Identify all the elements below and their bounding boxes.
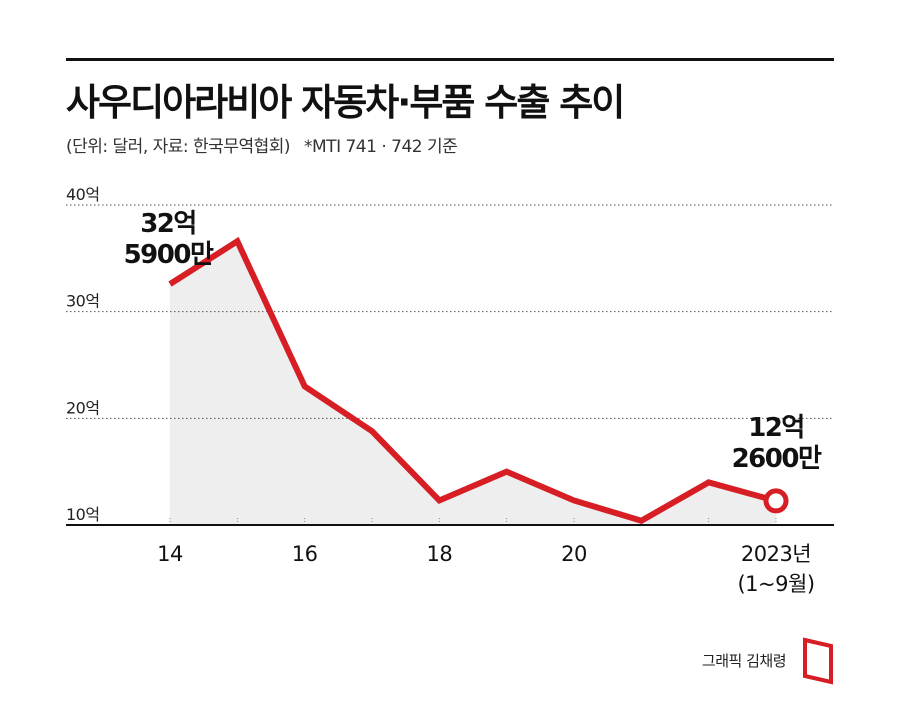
data-label: 5900만 bbox=[124, 240, 214, 270]
x-tick-label: 14 bbox=[157, 542, 183, 566]
data-label: 2600만 bbox=[732, 444, 822, 474]
x-tick-label: 18 bbox=[426, 542, 452, 566]
y-tick-label: 30억 bbox=[66, 292, 100, 311]
x-tick-label: 16 bbox=[292, 542, 318, 566]
series-line bbox=[168, 236, 777, 524]
data-label: 12억 bbox=[748, 413, 804, 443]
x-tick-label: 20 bbox=[561, 542, 587, 566]
publisher-logo-icon bbox=[803, 637, 833, 685]
area-fill bbox=[170, 241, 776, 525]
y-tick-label: 10억 bbox=[66, 505, 100, 524]
graphic-credit: 그래픽 김채령 bbox=[701, 652, 787, 670]
data-label: 32억 bbox=[140, 209, 196, 239]
end-point-marker bbox=[763, 488, 789, 514]
chart-subtitle: (단위: 달러, 자료: 한국무역협회) *MTI 741 · 742 기준 bbox=[66, 132, 458, 157]
top-rule bbox=[66, 58, 834, 61]
unit-source-note: (단위: 달러, 자료: 한국무역협회) bbox=[66, 137, 291, 157]
x-tick-sublabel: (1~9월) bbox=[737, 572, 814, 596]
mti-note: *MTI 741 · 742 기준 bbox=[304, 137, 458, 157]
x-tick-label: 2023년 bbox=[741, 542, 811, 566]
chart-title: 사우디아라비아 자동차·부품 수출 추이 bbox=[66, 81, 625, 124]
y-tick-label: 20억 bbox=[66, 398, 100, 417]
y-tick-label: 40억 bbox=[66, 185, 100, 204]
